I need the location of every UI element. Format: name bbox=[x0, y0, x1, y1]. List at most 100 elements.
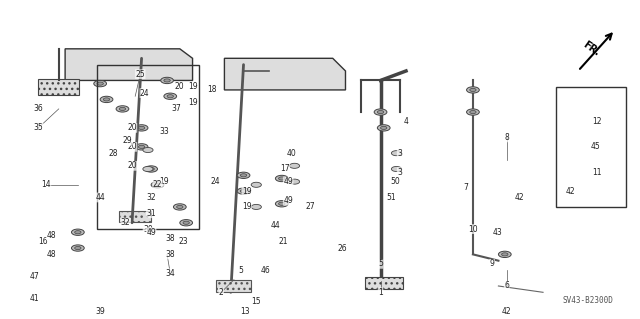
Text: 51: 51 bbox=[387, 193, 396, 202]
Text: 49: 49 bbox=[284, 196, 293, 205]
Text: 38: 38 bbox=[166, 234, 175, 243]
Circle shape bbox=[72, 229, 84, 235]
Circle shape bbox=[278, 202, 285, 205]
Circle shape bbox=[289, 179, 300, 184]
Circle shape bbox=[103, 98, 109, 101]
Text: 41: 41 bbox=[29, 294, 39, 303]
Bar bbox=[556, 87, 626, 207]
Circle shape bbox=[138, 126, 145, 130]
Text: 21: 21 bbox=[279, 237, 289, 246]
Text: 30: 30 bbox=[143, 225, 153, 234]
Text: 15: 15 bbox=[252, 297, 261, 306]
Circle shape bbox=[241, 189, 246, 193]
Text: 22: 22 bbox=[153, 180, 163, 189]
Circle shape bbox=[381, 126, 387, 130]
Circle shape bbox=[392, 167, 401, 172]
Circle shape bbox=[143, 167, 153, 172]
Text: 48: 48 bbox=[46, 250, 56, 259]
Circle shape bbox=[119, 107, 125, 110]
Text: 36: 36 bbox=[33, 104, 44, 113]
Circle shape bbox=[154, 183, 161, 186]
Circle shape bbox=[94, 80, 106, 87]
Circle shape bbox=[135, 144, 148, 150]
Circle shape bbox=[100, 96, 113, 103]
Text: 46: 46 bbox=[261, 266, 271, 275]
Text: 38: 38 bbox=[166, 250, 175, 259]
Text: 20: 20 bbox=[127, 161, 137, 170]
Text: 14: 14 bbox=[41, 180, 51, 189]
Text: 29: 29 bbox=[123, 136, 132, 145]
Circle shape bbox=[164, 79, 170, 82]
Circle shape bbox=[275, 201, 288, 207]
Circle shape bbox=[183, 221, 189, 224]
Circle shape bbox=[164, 93, 177, 100]
Bar bbox=[38, 79, 79, 95]
Text: 12: 12 bbox=[593, 117, 602, 126]
Circle shape bbox=[278, 177, 285, 180]
Circle shape bbox=[138, 145, 145, 148]
Text: 19: 19 bbox=[242, 187, 252, 196]
Circle shape bbox=[289, 163, 300, 168]
Text: 35: 35 bbox=[33, 123, 44, 132]
Text: 50: 50 bbox=[390, 177, 400, 186]
Circle shape bbox=[499, 251, 511, 257]
Text: 18: 18 bbox=[207, 85, 216, 94]
Text: 39: 39 bbox=[95, 307, 105, 316]
Text: 2: 2 bbox=[219, 288, 223, 297]
Circle shape bbox=[392, 151, 401, 156]
Circle shape bbox=[241, 174, 246, 177]
Circle shape bbox=[143, 147, 153, 152]
Text: 43: 43 bbox=[492, 228, 502, 237]
Text: SV43-B2300D: SV43-B2300D bbox=[563, 296, 613, 305]
Text: 9: 9 bbox=[490, 259, 495, 268]
Circle shape bbox=[237, 188, 250, 194]
Text: 28: 28 bbox=[108, 149, 118, 158]
Text: 25: 25 bbox=[136, 70, 145, 78]
Circle shape bbox=[467, 109, 479, 115]
Circle shape bbox=[467, 87, 479, 93]
Text: 1: 1 bbox=[378, 288, 383, 297]
Circle shape bbox=[145, 166, 157, 172]
Circle shape bbox=[167, 95, 173, 98]
Text: 42: 42 bbox=[566, 187, 575, 196]
Circle shape bbox=[251, 204, 261, 210]
Circle shape bbox=[148, 167, 154, 171]
Circle shape bbox=[237, 172, 250, 178]
Polygon shape bbox=[225, 58, 346, 90]
Circle shape bbox=[116, 106, 129, 112]
Circle shape bbox=[374, 109, 387, 115]
Circle shape bbox=[72, 245, 84, 251]
Text: 24: 24 bbox=[140, 89, 150, 98]
Text: 8: 8 bbox=[504, 133, 509, 142]
Circle shape bbox=[470, 110, 476, 114]
Text: 3: 3 bbox=[397, 168, 402, 177]
Text: 49: 49 bbox=[284, 177, 293, 186]
Text: 20: 20 bbox=[127, 142, 137, 151]
Circle shape bbox=[275, 175, 288, 182]
Circle shape bbox=[378, 125, 390, 131]
Text: 32: 32 bbox=[147, 193, 156, 202]
Circle shape bbox=[177, 205, 183, 209]
Bar bbox=[365, 277, 403, 289]
Text: 19: 19 bbox=[242, 203, 252, 211]
Circle shape bbox=[151, 182, 164, 188]
Circle shape bbox=[470, 88, 476, 92]
Circle shape bbox=[173, 204, 186, 210]
Bar bbox=[119, 211, 151, 222]
Text: 44: 44 bbox=[95, 193, 105, 202]
Bar bbox=[97, 65, 199, 229]
Polygon shape bbox=[65, 49, 193, 80]
Circle shape bbox=[75, 247, 81, 250]
Text: 5: 5 bbox=[238, 266, 243, 275]
Text: 34: 34 bbox=[165, 269, 175, 278]
Bar bbox=[216, 280, 252, 292]
Circle shape bbox=[161, 77, 173, 84]
Text: 17: 17 bbox=[280, 165, 290, 174]
Text: 4: 4 bbox=[404, 117, 408, 126]
Text: 19: 19 bbox=[188, 98, 197, 107]
Text: 47: 47 bbox=[29, 272, 40, 281]
Text: 27: 27 bbox=[306, 203, 316, 211]
Text: 16: 16 bbox=[38, 237, 47, 246]
Circle shape bbox=[378, 110, 384, 114]
Text: 45: 45 bbox=[591, 142, 601, 151]
